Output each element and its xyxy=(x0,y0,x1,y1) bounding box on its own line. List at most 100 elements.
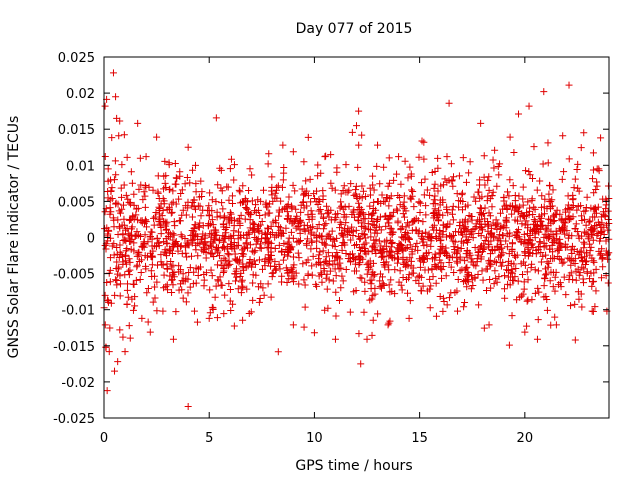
data-point xyxy=(399,210,407,218)
data-point xyxy=(386,224,394,232)
data-point xyxy=(132,205,140,213)
data-point xyxy=(308,210,316,218)
data-point xyxy=(122,226,130,234)
data-point xyxy=(439,294,447,302)
data-point xyxy=(476,176,484,184)
data-point xyxy=(414,273,422,281)
data-point xyxy=(340,211,348,219)
data-point xyxy=(592,186,600,194)
data-point xyxy=(188,227,196,235)
data-point xyxy=(528,195,536,203)
data-point xyxy=(499,232,507,240)
data-point xyxy=(472,197,480,205)
data-point xyxy=(197,177,205,185)
data-point xyxy=(486,275,494,283)
data-point xyxy=(491,267,499,275)
data-point xyxy=(279,256,287,264)
data-point xyxy=(536,242,544,250)
data-point xyxy=(320,225,328,233)
data-point xyxy=(537,248,545,256)
data-point xyxy=(543,258,551,266)
data-point xyxy=(291,187,299,195)
data-point xyxy=(460,303,468,311)
data-point xyxy=(552,321,560,329)
data-point xyxy=(531,289,539,297)
data-point xyxy=(462,264,470,272)
data-point xyxy=(580,129,588,137)
data-point xyxy=(106,210,114,218)
data-point xyxy=(604,279,612,287)
data-point xyxy=(115,132,123,140)
data-point xyxy=(575,271,583,279)
y-tick-label: -0.005 xyxy=(53,268,95,283)
data-point xyxy=(238,276,246,284)
data-point xyxy=(285,234,293,242)
data-point xyxy=(514,226,522,234)
data-point xyxy=(530,216,538,224)
data-point xyxy=(149,186,157,194)
data-point xyxy=(396,267,404,275)
data-point xyxy=(408,186,416,194)
data-point xyxy=(107,299,115,307)
data-point xyxy=(240,197,248,205)
data-point xyxy=(179,277,187,285)
data-point xyxy=(160,271,168,279)
data-point xyxy=(533,186,541,194)
data-point xyxy=(251,207,259,215)
data-point xyxy=(367,280,375,288)
data-point xyxy=(454,244,462,252)
data-point xyxy=(268,173,276,181)
data-point xyxy=(551,210,559,218)
data-point xyxy=(519,183,527,191)
data-point xyxy=(449,216,457,224)
data-point xyxy=(179,294,187,302)
data-point xyxy=(370,221,378,229)
data-point xyxy=(543,295,551,303)
data-point xyxy=(110,176,118,184)
data-point xyxy=(553,245,561,253)
data-point xyxy=(296,226,304,234)
data-point xyxy=(325,213,333,221)
data-point xyxy=(303,241,311,249)
data-point xyxy=(267,293,275,301)
data-point xyxy=(403,243,411,251)
data-point xyxy=(294,237,302,245)
data-point xyxy=(214,181,222,189)
data-point xyxy=(192,205,200,213)
data-point xyxy=(574,288,582,296)
data-point xyxy=(388,238,396,246)
data-point xyxy=(319,187,327,195)
data-point xyxy=(220,310,228,318)
data-point xyxy=(151,283,159,291)
data-point xyxy=(207,230,215,238)
data-point xyxy=(458,191,466,199)
data-point xyxy=(452,228,460,236)
data-point xyxy=(490,280,498,288)
data-point xyxy=(506,176,514,184)
data-point xyxy=(521,261,529,269)
data-point xyxy=(582,258,590,266)
data-point xyxy=(320,214,328,222)
data-point xyxy=(271,262,279,270)
data-point xyxy=(151,213,159,221)
data-point xyxy=(505,341,513,349)
data-point xyxy=(113,258,121,266)
data-point xyxy=(558,175,566,183)
data-point xyxy=(172,180,180,188)
data-point xyxy=(364,220,372,228)
data-point xyxy=(268,229,276,237)
data-point xyxy=(523,322,531,330)
data-point xyxy=(500,194,508,202)
data-point xyxy=(599,254,607,262)
data-point xyxy=(271,189,279,197)
data-point xyxy=(278,248,286,256)
data-point xyxy=(393,205,401,213)
data-point xyxy=(360,308,368,316)
data-point xyxy=(589,236,597,244)
data-point xyxy=(131,293,139,301)
data-point xyxy=(264,203,272,211)
data-point xyxy=(124,195,132,203)
data-point xyxy=(513,296,521,304)
y-axis-label: GNSS Solar Flare indicator / TECUs xyxy=(6,116,22,359)
data-point xyxy=(580,228,588,236)
